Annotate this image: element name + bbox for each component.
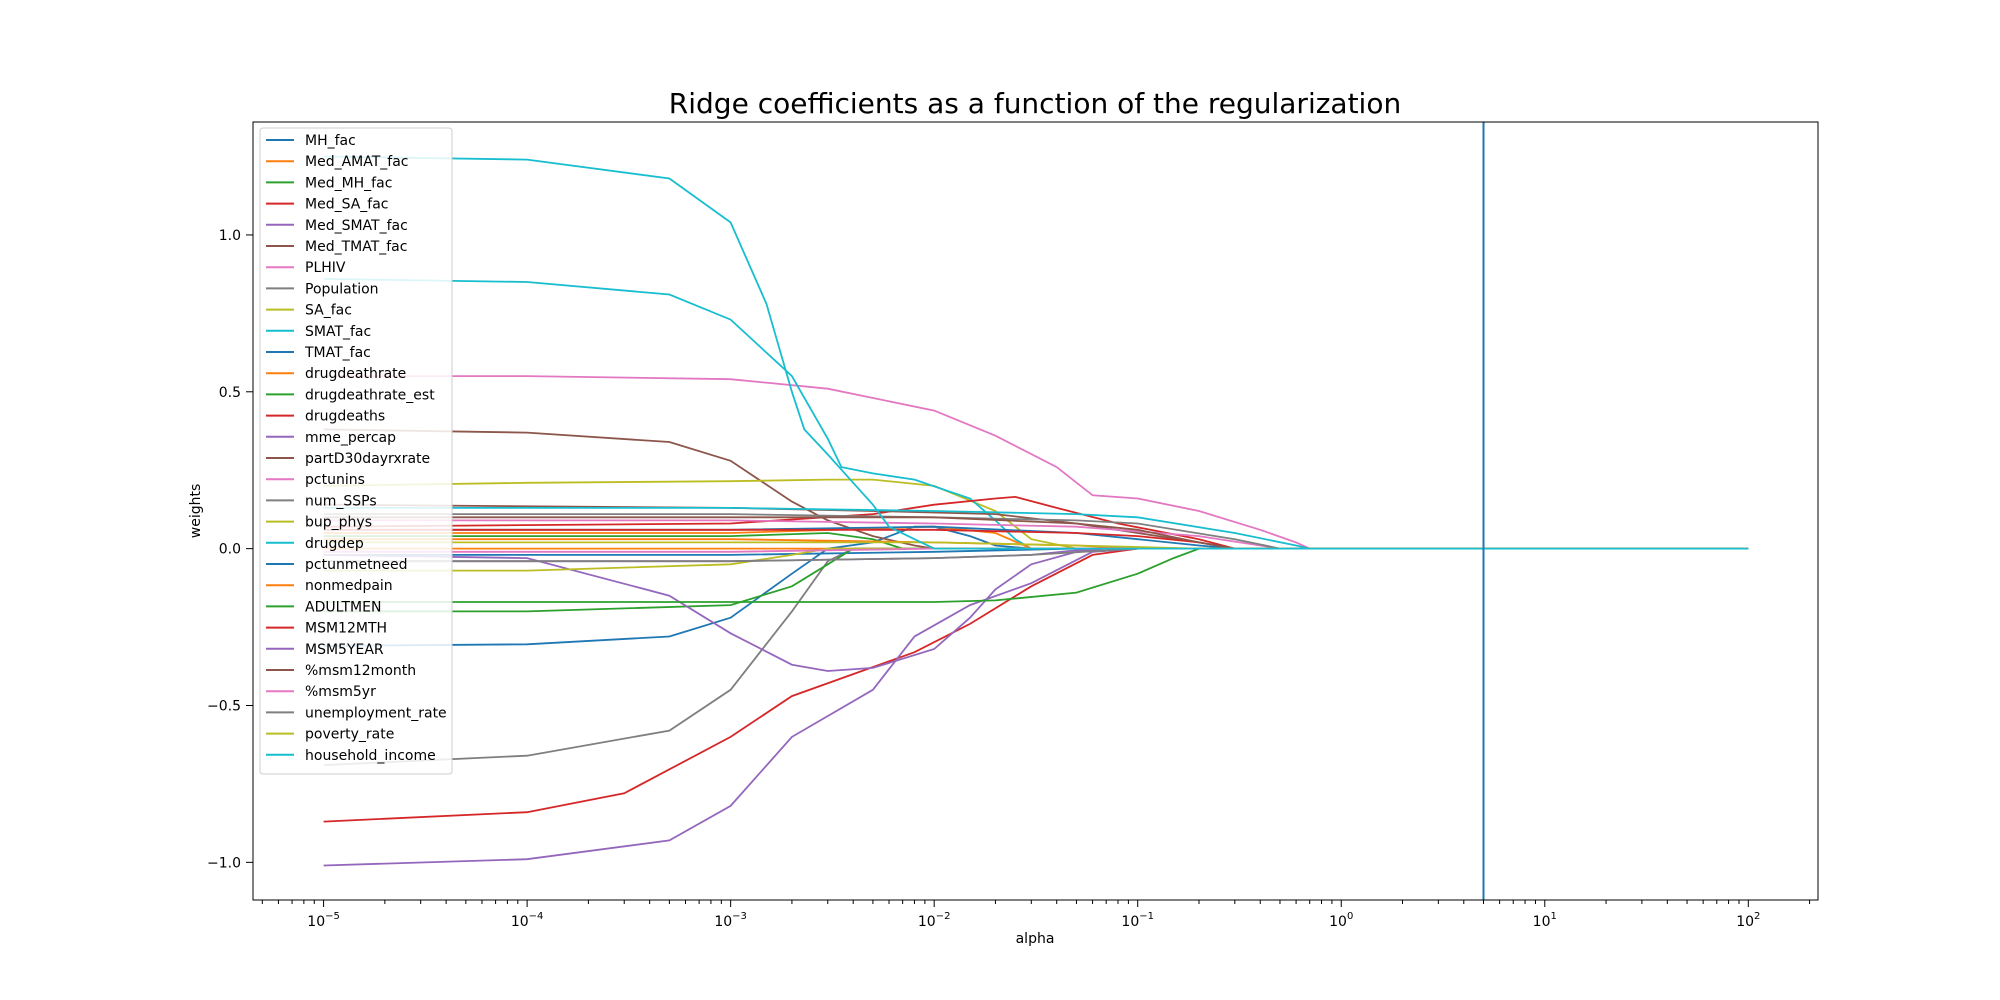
x-tick-label-4: 10−1 bbox=[1121, 911, 1154, 930]
y-axis-label: weights bbox=[188, 484, 204, 539]
legend-label-11: drugdeathrate bbox=[305, 366, 406, 382]
legend-label-15: partD30dayrxrate bbox=[305, 451, 430, 467]
legend: MH_fac Med_AMAT_fac Med_MH_fac Med_SA_fac Me… bbox=[259, 127, 453, 775]
legend-box bbox=[259, 127, 453, 775]
legend-label-12: drugdeathrate_est bbox=[305, 387, 435, 403]
legend-label-23: MSM12MTH bbox=[305, 621, 387, 637]
series-line-9 bbox=[323, 278, 1749, 550]
legend-label-6: PLHIV bbox=[305, 260, 346, 276]
legend-label-7: Population bbox=[305, 281, 379, 297]
chart-title: Ridge coefficients as a function of the … bbox=[669, 87, 1401, 120]
y-tick-label-0: 1.0 bbox=[219, 228, 241, 244]
legend-label-13: drugdeaths bbox=[305, 409, 385, 425]
legend-label-16: pctunins bbox=[305, 472, 365, 488]
legend-label-4: Med_SMAT_fac bbox=[305, 218, 408, 234]
y-tick-label-1: 0.5 bbox=[219, 385, 241, 401]
legend-label-24: MSM5YEAR bbox=[305, 642, 384, 658]
legend-label-20: pctunmetneed bbox=[305, 557, 408, 573]
legend-label-26: %msm5yr bbox=[305, 684, 376, 700]
legend-label-10: TMAT_fac bbox=[304, 345, 371, 361]
legend-label-17: num_SSPs bbox=[305, 493, 377, 509]
series-line-19 bbox=[323, 507, 1749, 550]
x-tick-label-6: 101 bbox=[1533, 911, 1557, 930]
legend-label-21: nonmedpain bbox=[305, 578, 393, 594]
legend-label-29: household_income bbox=[305, 748, 436, 764]
legend-label-22: ADULTMEN bbox=[305, 599, 381, 615]
legend-label-27: unemployment_rate bbox=[305, 705, 447, 721]
y-tick-label-4: −1.0 bbox=[207, 855, 241, 871]
y-tick-label-2: 0.0 bbox=[219, 542, 241, 558]
legend-label-28: poverty_rate bbox=[305, 727, 394, 743]
legend-label-0: MH_fac bbox=[305, 133, 356, 149]
x-tick-label-0: 10−5 bbox=[307, 911, 340, 930]
series-line-8 bbox=[323, 478, 1749, 550]
x-tick-label-3: 10−2 bbox=[918, 911, 951, 930]
legend-label-8: SA_fac bbox=[305, 303, 352, 319]
x-axis-ticks: 10−5 10−4 10−3 10−2 10−1 100 101 102 bbox=[261, 900, 1811, 930]
x-axis-label: alpha bbox=[1016, 931, 1055, 947]
series-line-22 bbox=[323, 547, 1749, 603]
legend-label-14: mme_percap bbox=[305, 430, 396, 446]
legend-label-3: Med_SA_fac bbox=[305, 197, 389, 213]
series-line-17 bbox=[323, 513, 1749, 550]
plot-frame bbox=[252, 121, 1819, 901]
series-line-29 bbox=[323, 155, 1749, 550]
legend-label-9: SMAT_fac bbox=[305, 324, 371, 340]
legend-label-18: bup_phys bbox=[305, 515, 372, 531]
series-line-6 bbox=[323, 375, 1749, 550]
legend-label-5: Med_TMAT_fac bbox=[305, 239, 407, 255]
x-tick-label-2: 10−3 bbox=[714, 911, 747, 930]
series-line-5 bbox=[323, 428, 1749, 550]
legend-label-19: drugdep bbox=[305, 536, 364, 552]
x-tick-label-1: 10−4 bbox=[511, 911, 544, 930]
legend-label-2: Med_MH_fac bbox=[305, 175, 392, 191]
legend-label-1: Med_AMAT_fac bbox=[305, 154, 408, 170]
x-tick-label-5: 100 bbox=[1329, 911, 1353, 930]
y-axis-ticks: 1.0 0.5 0.0 −0.5 −1.0 bbox=[207, 228, 253, 871]
legend-label-25: %msm12month bbox=[305, 663, 416, 679]
y-tick-label-3: −0.5 bbox=[207, 699, 241, 715]
x-tick-label-7: 102 bbox=[1736, 911, 1760, 930]
plot-lines bbox=[323, 155, 1749, 867]
series-line-25 bbox=[323, 516, 1749, 550]
series-line-3 bbox=[323, 547, 1749, 823]
